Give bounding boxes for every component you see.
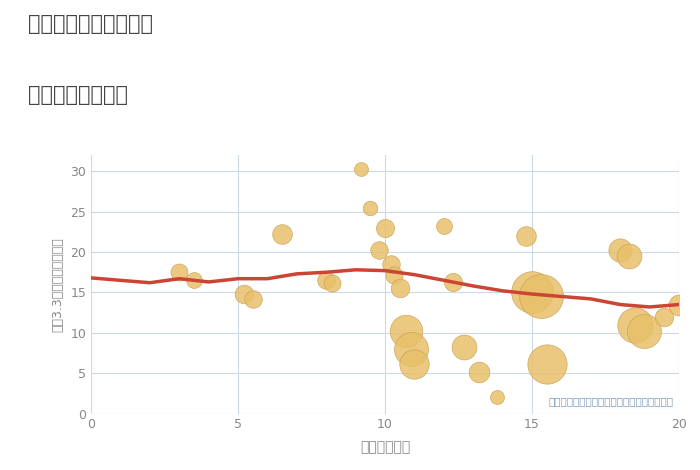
Text: 愛知県津島市中地町の: 愛知県津島市中地町の bbox=[28, 14, 153, 34]
Point bbox=[276, 230, 288, 238]
Point bbox=[374, 247, 385, 254]
Point bbox=[673, 301, 685, 308]
Text: 円の大きさは、取引のあった物件面積を示す: 円の大きさは、取引のあった物件面積を示す bbox=[548, 396, 673, 406]
Point bbox=[473, 368, 484, 376]
Point bbox=[491, 394, 503, 401]
Point bbox=[638, 328, 650, 335]
Point bbox=[188, 276, 199, 284]
Point bbox=[615, 246, 626, 253]
Point bbox=[409, 360, 420, 367]
Point bbox=[394, 285, 405, 292]
Point bbox=[389, 271, 400, 278]
Point bbox=[385, 260, 396, 268]
Y-axis label: 坪（3.3㎡）単価（万円）: 坪（3.3㎡）単価（万円） bbox=[52, 237, 64, 332]
Point bbox=[536, 293, 547, 300]
Text: 駅距離別土地価格: 駅距離別土地価格 bbox=[28, 85, 128, 105]
Point bbox=[247, 295, 258, 303]
Point bbox=[659, 313, 670, 321]
Point bbox=[238, 290, 249, 298]
Point bbox=[438, 222, 449, 230]
Point bbox=[365, 204, 376, 212]
Point bbox=[174, 268, 185, 276]
Point bbox=[521, 232, 532, 240]
Point bbox=[356, 165, 367, 172]
Point bbox=[458, 344, 470, 351]
Point bbox=[629, 321, 641, 329]
Point bbox=[541, 360, 552, 367]
Point bbox=[624, 252, 635, 260]
Point bbox=[379, 224, 391, 232]
Point bbox=[526, 289, 538, 296]
Point bbox=[406, 345, 417, 352]
Point bbox=[326, 279, 337, 287]
Point bbox=[447, 278, 458, 286]
X-axis label: 駅距離（分）: 駅距離（分） bbox=[360, 440, 410, 454]
Point bbox=[321, 276, 332, 284]
Point bbox=[400, 328, 411, 335]
